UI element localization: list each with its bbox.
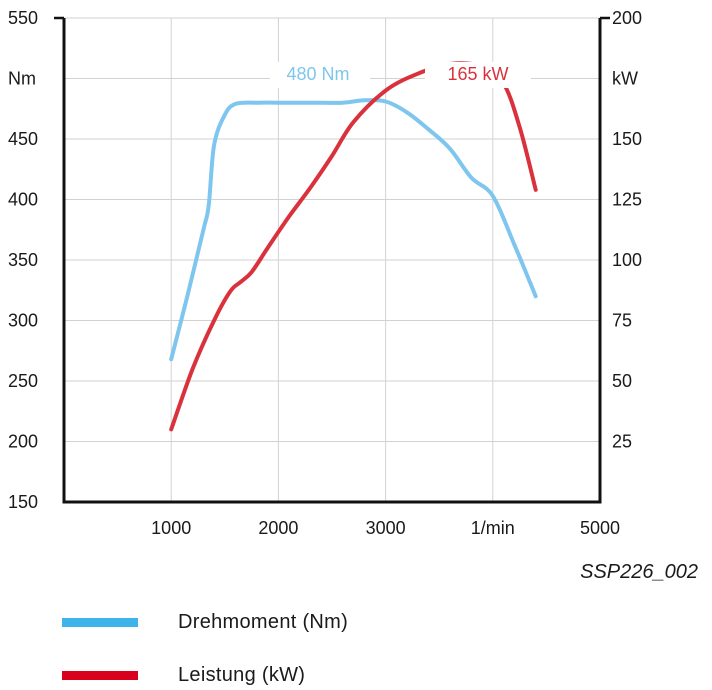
axes: [54, 16, 610, 504]
y-left-tick-label: 250: [8, 371, 38, 391]
x-tick-label: 2000: [258, 518, 298, 538]
x-tick-label: 5000: [580, 518, 620, 538]
y-left-tick-label: 400: [8, 190, 38, 210]
x-tick-label: 1/min: [471, 518, 515, 538]
y-right-tick-label: 50: [612, 371, 632, 391]
y-left-tick-label: 550: [8, 8, 38, 28]
y-left-tick-label: 200: [8, 432, 38, 452]
annotation-background: [425, 62, 531, 88]
figure-id: SSP226_002: [580, 561, 698, 583]
legend-label-power: Leistung (kW): [178, 663, 306, 686]
y-right-tick-label: 150: [612, 129, 642, 149]
y-right-tick-label: 100: [612, 250, 642, 270]
tick-labels: 550 450 400 350 300 250 200 150 Nm 200 150 125 100 75…: [8, 8, 642, 538]
annotation-background: [270, 62, 370, 88]
y-right-unit-label: kW: [612, 69, 638, 89]
y-left-tick-label: 350: [8, 250, 38, 270]
y-left-tick-label: 150: [8, 492, 38, 512]
torque-series-line: [169, 98, 538, 362]
y-right-tick-label: 25: [612, 432, 632, 452]
x-tick-label: 3000: [366, 518, 406, 538]
y-left-tick-label: 300: [8, 311, 38, 331]
y-left-tick-label: 450: [8, 129, 38, 149]
legend-item-torque: Drehmoment (Nm): [62, 607, 348, 637]
legend-item-power: Leistung (kW): [62, 660, 305, 690]
y-left-unit-label: Nm: [8, 69, 36, 89]
series-lines: [169, 61, 538, 432]
grid-lines: [64, 17, 600, 502]
legend-swatch-power: [62, 670, 138, 680]
x-tick-label: 1000: [151, 518, 191, 538]
y-right-tick-label: 125: [612, 190, 642, 210]
legend-label-torque: Drehmoment (Nm): [178, 610, 349, 633]
annotations: 480 Nm 165 kW: [270, 62, 531, 88]
y-right-tick-label: 75: [612, 311, 632, 331]
legend-swatch-torque: [62, 617, 138, 627]
annotation-max-torque: 480 Nm: [286, 64, 349, 84]
annotation-max-power: 165 kW: [447, 64, 508, 84]
power-series-line: [169, 61, 538, 432]
y-right-tick-label: 200: [612, 8, 642, 28]
